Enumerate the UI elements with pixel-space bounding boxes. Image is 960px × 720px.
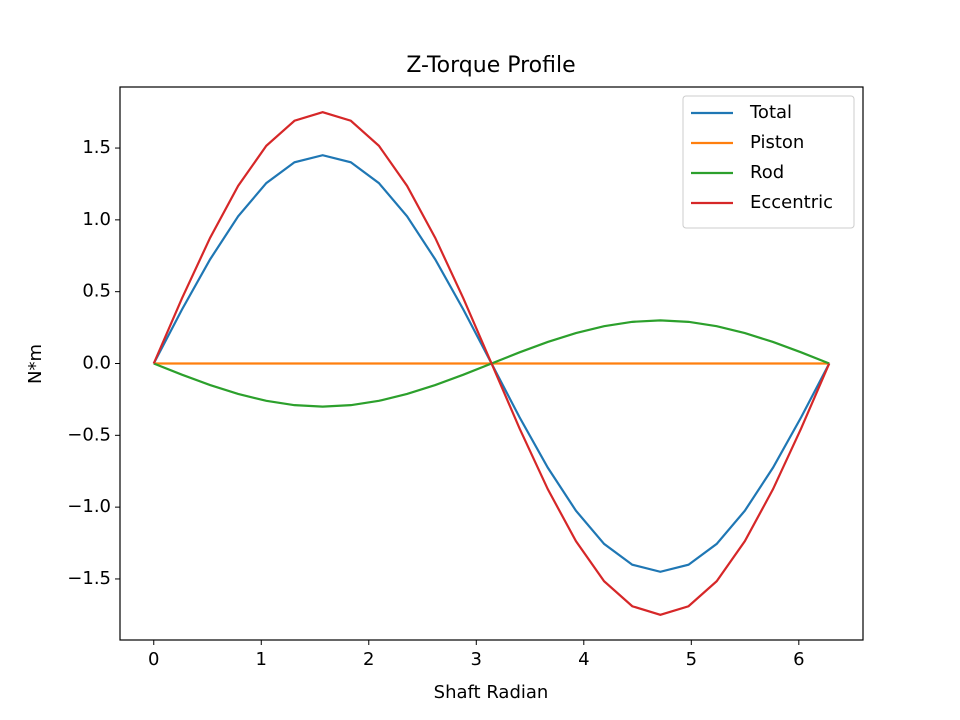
- legend-label: Rod: [750, 162, 784, 183]
- y-tick-label: −0.5: [67, 424, 111, 445]
- x-axis-label: Shaft Radian: [434, 682, 549, 703]
- legend-label: Eccentric: [750, 192, 833, 213]
- x-tick-label: 0: [148, 649, 159, 670]
- legend-box: [682, 95, 855, 229]
- y-tick-label: 1.0: [82, 209, 111, 230]
- y-tick-label: 0.5: [82, 281, 111, 302]
- y-tick-label: 0.0: [82, 353, 111, 374]
- legend-label: Piston: [750, 132, 804, 153]
- y-tick-label: −1.0: [67, 496, 111, 517]
- legend-label: Total: [749, 102, 792, 123]
- x-tick-label: 1: [256, 649, 267, 670]
- x-tick-label: 5: [686, 649, 697, 670]
- y-axis-label: N*m: [25, 344, 46, 384]
- x-tick-label: 2: [363, 649, 374, 670]
- x-tick-label: 3: [471, 649, 482, 670]
- y-tick-label: −1.5: [67, 568, 111, 589]
- x-tick-label: 4: [578, 649, 589, 670]
- plot-frame: [119, 86, 864, 641]
- series-line: [152, 110, 831, 617]
- y-tick-label: 1.5: [82, 137, 111, 158]
- x-tick-label: 6: [793, 649, 804, 670]
- chart-title: Z-Torque Profile: [406, 53, 575, 78]
